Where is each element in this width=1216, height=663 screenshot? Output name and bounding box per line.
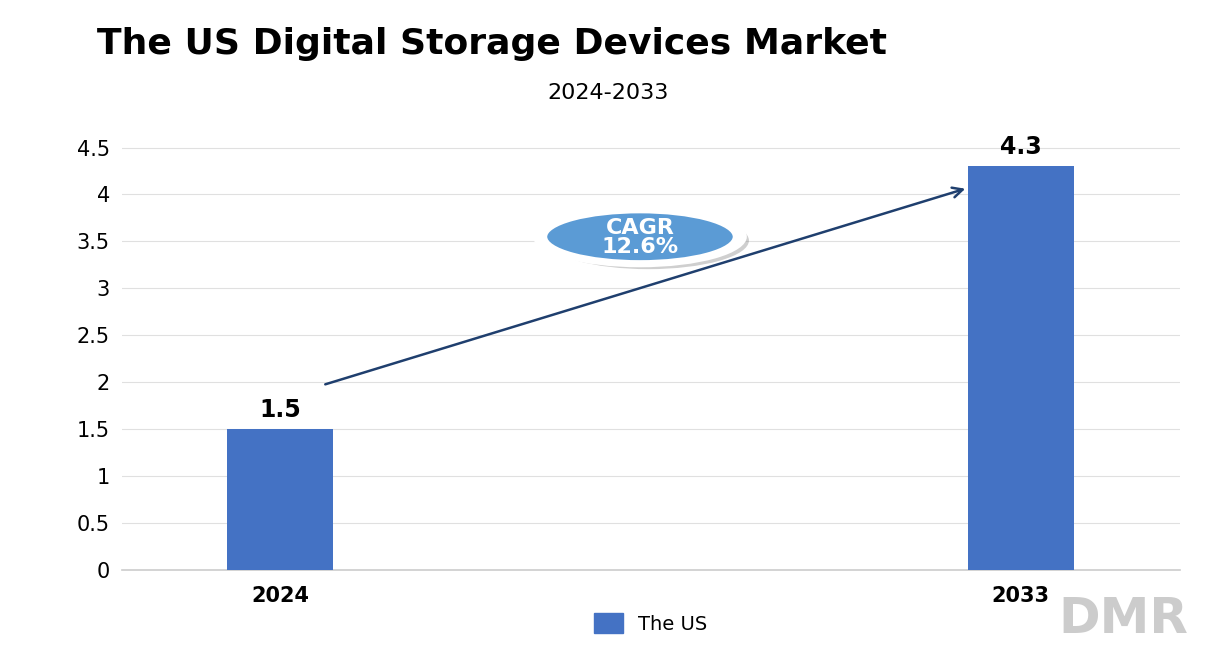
Bar bbox=[968, 166, 1074, 570]
Text: 4.3: 4.3 bbox=[1000, 135, 1042, 159]
Text: 12.6%: 12.6% bbox=[602, 237, 679, 257]
Text: 2024-2033: 2024-2033 bbox=[547, 83, 669, 103]
Legend: The US: The US bbox=[586, 605, 715, 642]
Text: 1.5: 1.5 bbox=[259, 398, 302, 422]
Ellipse shape bbox=[548, 212, 749, 269]
Text: CAGR: CAGR bbox=[606, 218, 675, 238]
Ellipse shape bbox=[545, 211, 736, 263]
Bar bbox=[227, 430, 333, 570]
Text: The US Digital Storage Devices Market: The US Digital Storage Devices Market bbox=[97, 27, 888, 60]
Text: DMR: DMR bbox=[1058, 595, 1188, 643]
Ellipse shape bbox=[533, 206, 747, 267]
